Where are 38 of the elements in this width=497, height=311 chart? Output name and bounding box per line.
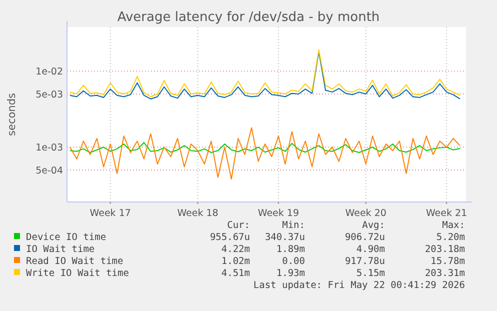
- legend-label: IO Wait time: [26, 244, 95, 255]
- text: 4.90m: [356, 244, 386, 255]
- text: Avg:: [362, 220, 385, 231]
- text: 1.89m: [276, 244, 306, 255]
- text: 1.93m: [276, 268, 306, 279]
- x-tick-label: Week 19: [258, 208, 300, 219]
- text: 4.51m: [221, 268, 250, 279]
- text: 1.02m: [221, 256, 250, 267]
- line-series: [70, 142, 460, 154]
- legend-label: Write IO Wait time: [26, 268, 130, 279]
- text: 906.72u: [344, 232, 385, 243]
- x-tick-label: Week 17: [90, 208, 131, 219]
- chart-title: Average latency for /dev/sda - by month: [117, 10, 380, 25]
- y-tick-label: 1e-03: [36, 142, 63, 154]
- text: 15.78m: [430, 256, 466, 267]
- y-axis-title: seconds: [6, 93, 18, 136]
- text: 4.22m: [221, 244, 250, 255]
- text: 5.15m: [356, 268, 386, 279]
- x-tick-label: Week 21: [426, 208, 468, 219]
- text: 955.67u: [210, 232, 250, 243]
- y-tick-label: 5e-04: [36, 165, 63, 176]
- y-tick-label: 1e-02: [36, 66, 63, 78]
- text: 203.31m: [424, 268, 466, 279]
- text: 5.20m: [436, 232, 466, 243]
- x-tick-label: Week 18: [177, 208, 218, 219]
- text: Last update: Fri May 22 00:41:29 2026: [253, 280, 466, 291]
- text: Min:: [282, 220, 305, 231]
- text: 917.78u: [344, 256, 385, 267]
- text: 203.18m: [424, 244, 466, 255]
- text: Max:: [442, 220, 465, 231]
- x-tick-label: Week 20: [345, 208, 386, 219]
- text: 0.00: [282, 256, 306, 267]
- line-series: [70, 127, 460, 180]
- y-tick-label: 5e-03: [36, 89, 63, 100]
- text: Cur:: [227, 220, 250, 231]
- legend-label: Read IO Wait time: [26, 256, 124, 267]
- text: 340.37u: [264, 232, 305, 243]
- legend-label: Device IO time: [26, 232, 106, 243]
